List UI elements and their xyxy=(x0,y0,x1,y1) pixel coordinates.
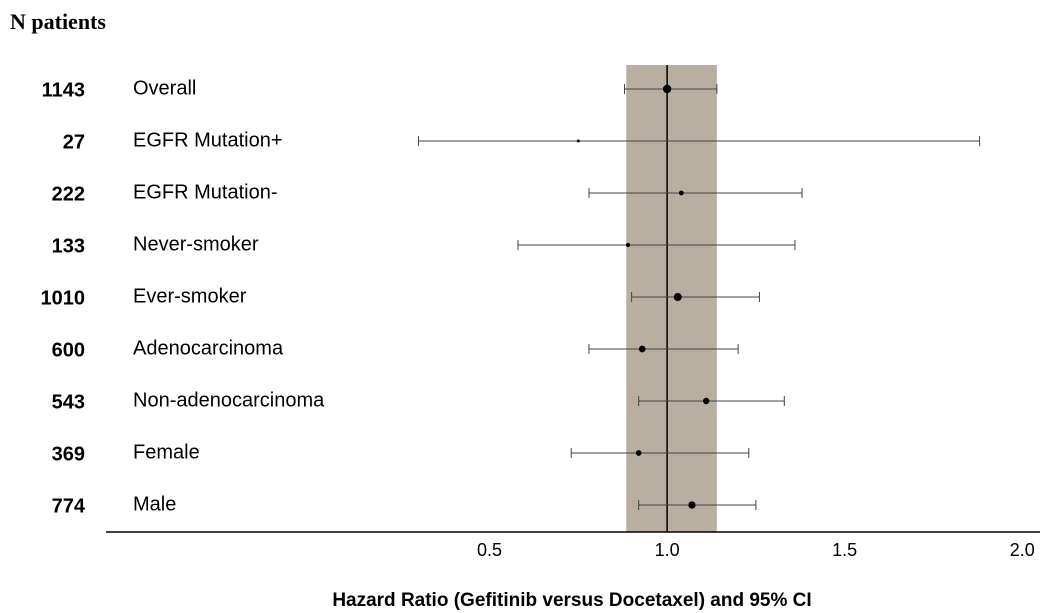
n-patients: 774 xyxy=(52,495,86,517)
reference-band xyxy=(626,65,717,532)
n-patients: 369 xyxy=(52,443,85,465)
x-tick-label: 2.0 xyxy=(1010,540,1035,560)
category-label: Female xyxy=(133,441,200,463)
category-label: Non-adenocarcinoma xyxy=(133,389,325,411)
x-axis-label: Hazard Ratio (Gefitinib versus Docetaxel… xyxy=(332,590,811,611)
n-patients: 600 xyxy=(52,339,85,361)
x-tick-label: 1.5 xyxy=(832,540,857,560)
point-estimate xyxy=(673,292,682,302)
category-label: Never-smoker xyxy=(133,233,259,255)
x-tick-label: 0.5 xyxy=(477,540,502,560)
n-patients: 222 xyxy=(52,183,85,205)
point-estimate xyxy=(678,190,684,196)
category-label: Overall xyxy=(133,77,196,99)
category-label: EGFR Mutation+ xyxy=(133,129,283,151)
n-patients: 27 xyxy=(63,131,85,153)
n-patients: 1143 xyxy=(42,79,85,101)
n-patients: 133 xyxy=(52,235,85,257)
category-label: EGFR Mutation- xyxy=(133,181,277,203)
category-label: Adenocarcinoma xyxy=(133,337,284,359)
x-tick-label: 1.0 xyxy=(655,540,680,560)
category-label: Ever-smoker xyxy=(133,285,247,307)
point-estimate xyxy=(576,139,580,143)
n-patients: 543 xyxy=(52,391,85,413)
point-estimate xyxy=(638,345,646,353)
n-patients: 1010 xyxy=(41,287,86,309)
point-estimate xyxy=(635,450,642,456)
point-estimate xyxy=(702,397,710,405)
category-label: Male xyxy=(133,493,176,515)
point-estimate xyxy=(662,84,672,94)
point-estimate xyxy=(688,501,696,509)
column-title: N patients xyxy=(10,9,106,34)
point-estimate xyxy=(625,242,631,248)
